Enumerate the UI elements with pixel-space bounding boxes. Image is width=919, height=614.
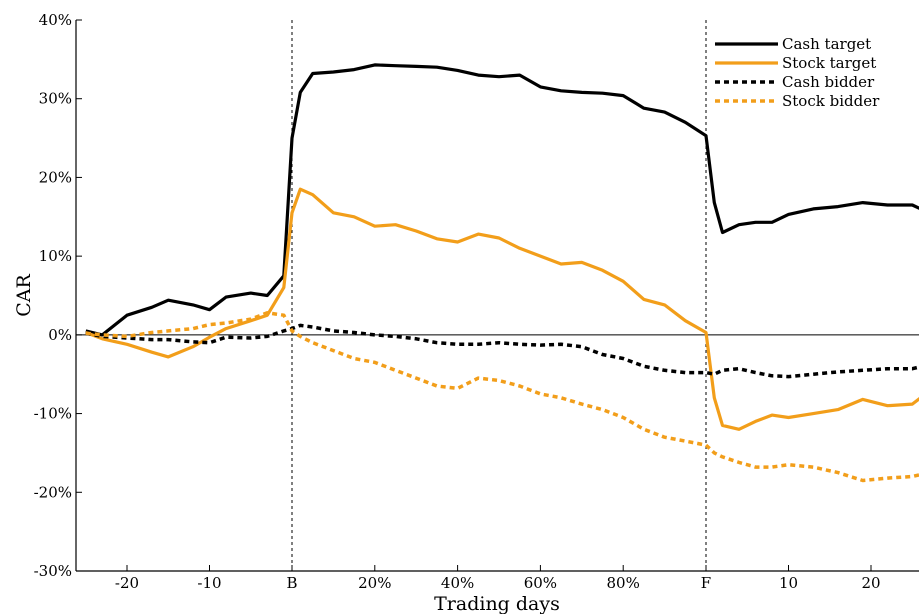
- x-axis-title: Trading days: [434, 593, 560, 614]
- x-tick-label: 20: [861, 574, 880, 592]
- series-line-cash-target: [85, 63, 919, 337]
- y-axis-title: CAR: [13, 274, 35, 317]
- y-tick-label: 30%: [39, 90, 72, 108]
- x-tick-label: -20: [115, 574, 139, 592]
- legend-label: Stock bidder: [782, 92, 880, 110]
- y-tick-label: -10%: [34, 405, 72, 423]
- y-axis-ticks: -30% -20% -10% 0% 10% 20% 30% 40%: [34, 11, 82, 580]
- y-tick-label: 10%: [39, 247, 72, 265]
- series-line-stock-bidder: [85, 311, 919, 483]
- x-tick-label: 60%: [524, 574, 557, 592]
- y-tick-label: -20%: [34, 483, 72, 501]
- x-tick-label: 40%: [441, 574, 474, 592]
- y-tick-label: 20%: [39, 168, 72, 186]
- x-tick-label: 10: [779, 574, 798, 592]
- y-tick-label: 40%: [39, 11, 72, 29]
- y-tick-label: 0%: [48, 326, 72, 344]
- legend-label: Cash target: [782, 35, 871, 53]
- x-tick-label: 80%: [607, 574, 640, 592]
- series-layer: [85, 63, 919, 483]
- legend-label: Cash bidder: [782, 73, 875, 91]
- series-line-cash-bidder: [85, 323, 919, 379]
- y-tick-label: -30%: [34, 562, 72, 580]
- x-tick-label: 20%: [358, 574, 391, 592]
- x-tick-label: B: [286, 574, 297, 592]
- x-tick-label: -10: [197, 574, 221, 592]
- legend-label: Stock target: [782, 54, 876, 72]
- x-axis-ticks: -20 -10 B 20% 40% 60% 80% F 10 20: [115, 565, 881, 592]
- x-tick-label: F: [701, 574, 711, 592]
- series-line-stock-target: [85, 187, 919, 431]
